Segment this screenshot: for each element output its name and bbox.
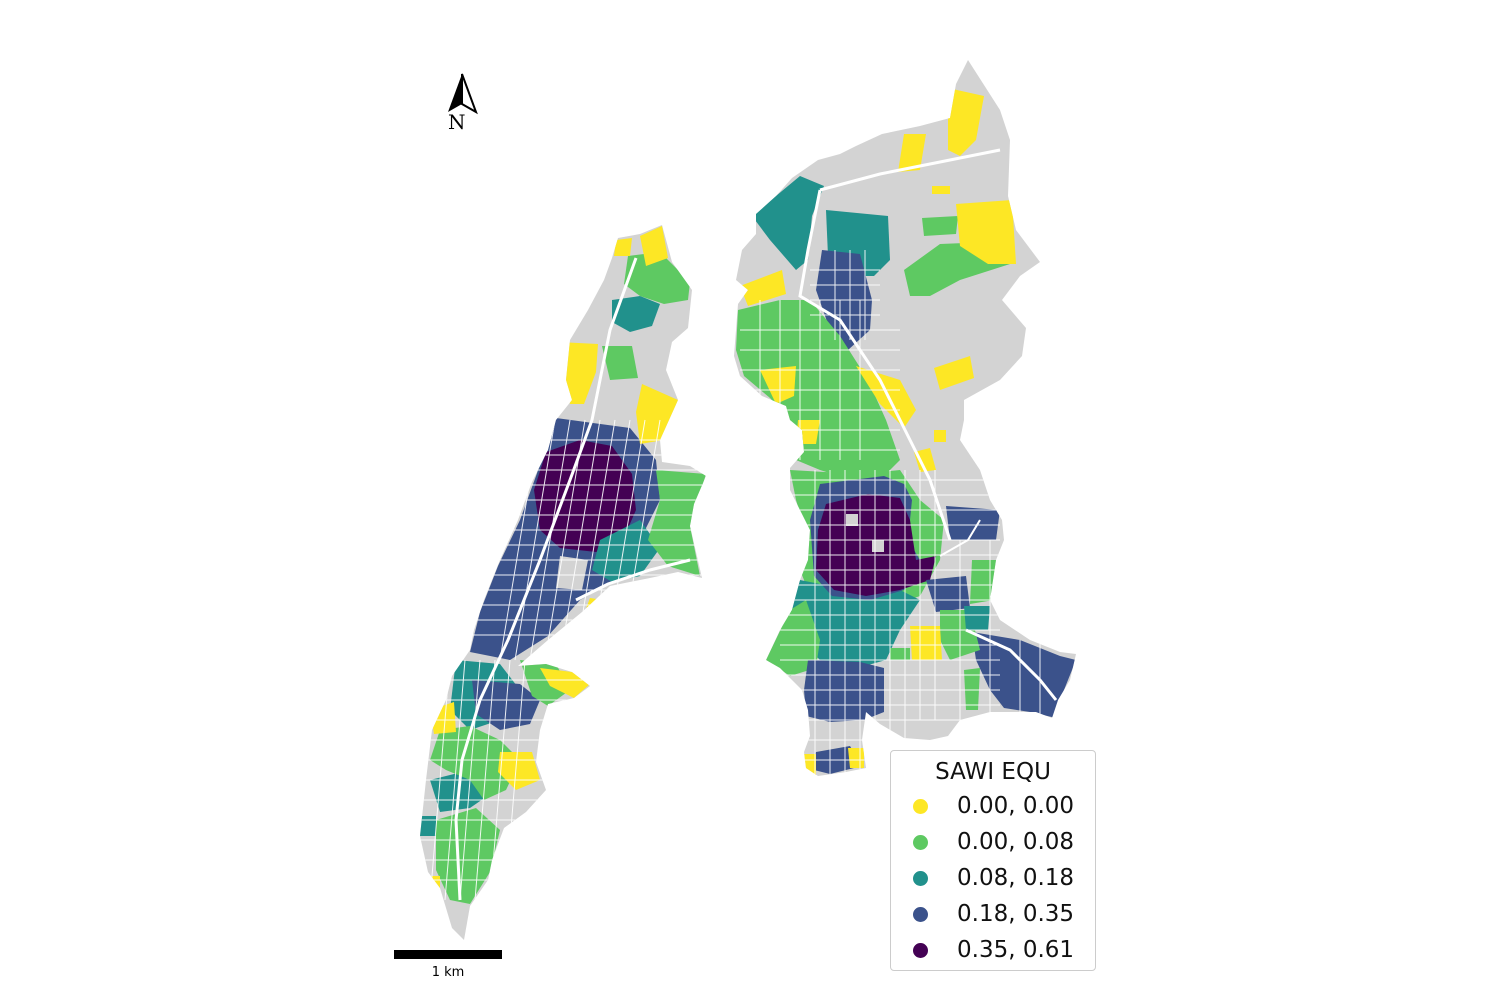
zone-class-2 xyxy=(602,346,638,380)
zone-class-2 xyxy=(890,648,910,660)
west-main-road xyxy=(454,257,638,901)
legend-dot-5 xyxy=(913,942,928,958)
zone-no-data xyxy=(556,556,588,590)
zone-class-3 xyxy=(964,606,990,630)
legend-dot-3 xyxy=(913,870,928,886)
zone-class-1 xyxy=(804,754,816,776)
legend-item-4: 0.18, 0.35 xyxy=(913,899,1074,929)
zone-class-1 xyxy=(430,702,456,734)
zone-class-3 xyxy=(790,580,920,670)
zone-class-1 xyxy=(584,598,640,640)
zone-class-2 xyxy=(430,726,520,800)
zone-class-4 xyxy=(972,632,1076,718)
zone-class-1 xyxy=(948,88,984,156)
scale-bar-label: 1 km xyxy=(431,965,465,980)
zone-class-1 xyxy=(956,200,1016,264)
legend-dot-4 xyxy=(913,906,928,922)
zone-class-3 xyxy=(592,520,660,582)
zone-class-2 xyxy=(648,470,706,576)
east-north-road xyxy=(819,148,1001,192)
zone-class-1 xyxy=(426,876,440,892)
east-diagonal-road xyxy=(965,628,1058,701)
zone-no-data xyxy=(872,540,884,552)
zone-class-2 xyxy=(766,600,820,676)
zone-class-4 xyxy=(804,660,884,722)
zone-class-1 xyxy=(910,626,942,660)
west-side-road xyxy=(575,558,691,602)
east-street-grid xyxy=(740,250,1041,776)
zone-class-5 xyxy=(534,440,636,552)
zone-class-1 xyxy=(914,448,936,472)
zone-no-data xyxy=(846,514,858,526)
zone-class-4 xyxy=(946,506,1000,540)
north-arrow-icon xyxy=(448,73,478,115)
east-main-road xyxy=(798,189,952,541)
scale-bar xyxy=(394,950,502,959)
zone-class-1 xyxy=(640,226,668,266)
zone-class-1 xyxy=(614,238,632,256)
legend-dot-2 xyxy=(913,834,928,850)
legend-item-2: 0.00, 0.08 xyxy=(913,827,1074,857)
zone-class-1 xyxy=(934,430,946,442)
zone-class-1 xyxy=(932,186,950,194)
legend-label-1: 0.00, 0.00 xyxy=(957,793,1075,819)
zone-class-1 xyxy=(934,356,974,390)
zone-class-1 xyxy=(760,366,796,404)
legend-label-2: 0.00, 0.08 xyxy=(957,829,1075,855)
legend-title: SAWI EQU xyxy=(935,759,1051,785)
west-district xyxy=(420,225,706,940)
map-legend: SAWI EQU 0.00, 0.00 0.00, 0.08 0.08, 0.1… xyxy=(890,750,1096,971)
east-west-road xyxy=(939,519,981,557)
east-district xyxy=(734,60,1076,776)
zone-class-3 xyxy=(612,296,660,332)
zone-class-1 xyxy=(856,366,916,428)
legend-dot-1 xyxy=(913,798,928,814)
legend-item-3: 0.08, 0.18 xyxy=(913,863,1074,893)
legend-item-5: 0.35, 0.61 xyxy=(913,935,1074,965)
legend-item-1: 0.00, 0.00 xyxy=(913,791,1074,821)
zone-class-2 xyxy=(624,252,690,304)
legend-label-3: 0.08, 0.18 xyxy=(957,865,1075,891)
legend-label-4: 0.18, 0.35 xyxy=(957,901,1075,927)
zone-class-1 xyxy=(560,342,598,404)
zone-class-3 xyxy=(752,176,824,270)
zone-class-2 xyxy=(970,560,1004,604)
zone-class-2 xyxy=(922,216,958,236)
zone-class-1 xyxy=(540,668,590,698)
zone-class-2 xyxy=(964,668,980,710)
zone-class-3 xyxy=(420,816,436,836)
zone-class-1 xyxy=(898,134,926,172)
north-label: N xyxy=(448,110,466,134)
zone-class-1 xyxy=(848,748,864,768)
legend-label-5: 0.35, 0.61 xyxy=(957,937,1075,963)
zone-class-1 xyxy=(740,270,786,306)
